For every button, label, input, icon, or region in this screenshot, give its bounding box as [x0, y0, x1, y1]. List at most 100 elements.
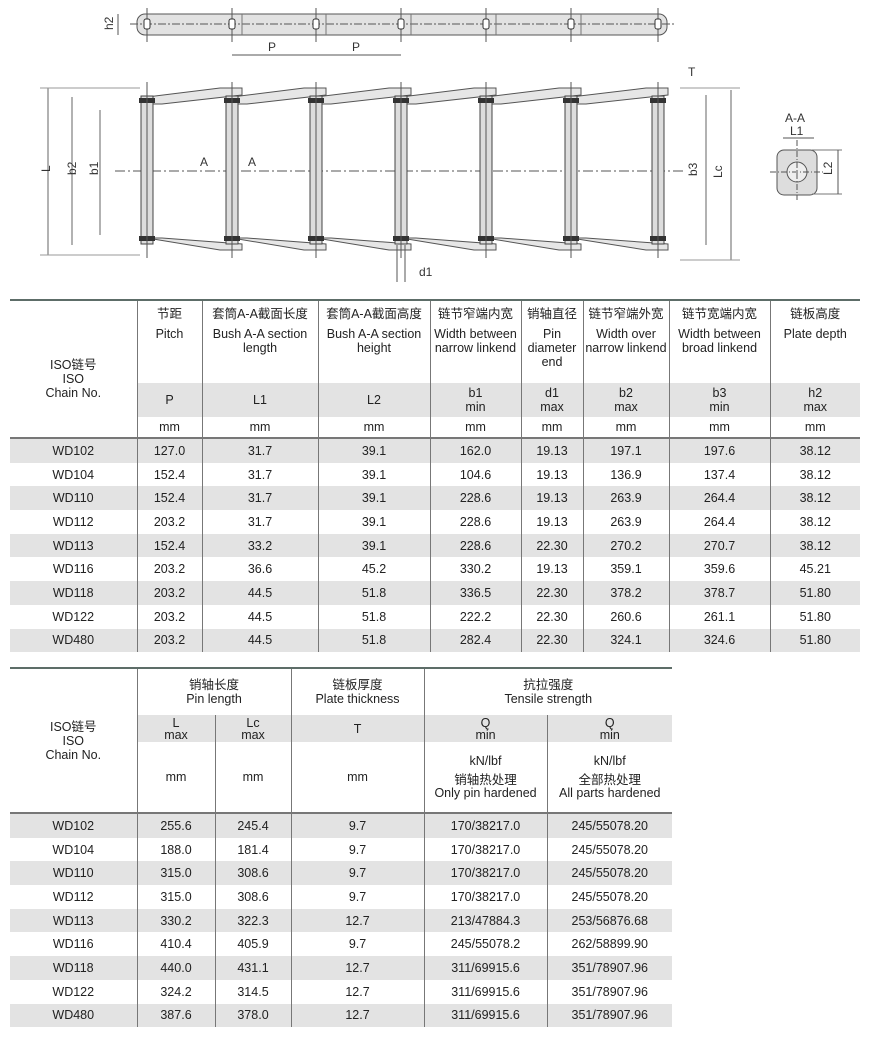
table-cell: 387.6	[136, 1003, 215, 1028]
symbol: Q	[604, 715, 615, 730]
column-en: Width between broad linkend	[678, 327, 761, 355]
unit: mm	[615, 420, 637, 434]
cell-value: 197.6	[703, 443, 736, 458]
table-cell: 253/56876.68	[546, 908, 673, 933]
cell-value: 197.1	[610, 443, 642, 458]
table-cell: 351/78907.96	[546, 979, 673, 1004]
cell-value: 51.8	[361, 609, 387, 624]
table-cell: 431.1	[214, 956, 292, 980]
cell-value: 152.4	[153, 467, 186, 482]
table-cell: 170/38217.0	[423, 837, 548, 862]
table-cell: 19.13	[520, 486, 583, 511]
table-row: WD110 315.0 308.6 9.7 170/38217.0 245/55078.2…	[10, 861, 673, 886]
table-cell: 213/47884.3	[423, 908, 548, 933]
table-cell: 45.21	[769, 557, 860, 582]
cell-value: 9.7	[348, 889, 367, 904]
symbol: Lc	[246, 715, 260, 730]
symbol: L2	[367, 393, 381, 407]
table-cell: 228.6	[429, 510, 521, 534]
cell-value: 315.0	[160, 866, 192, 881]
table-row: WD104 188.0 181.4 9.7 170/38217.0 245/55078.2…	[10, 837, 673, 862]
column-unit: mm	[520, 417, 583, 439]
column-unit: mm	[317, 417, 430, 439]
cell-value: 245/55078.20	[571, 842, 648, 857]
limit: min	[599, 727, 620, 742]
table-row: WD113 330.2 322.3 12.7 213/47884.3 253/56876.…	[10, 908, 673, 933]
table-cell: 324.1	[582, 628, 669, 653]
cell-value: 152.4	[153, 491, 186, 506]
column-unit: mm	[429, 417, 521, 439]
symbol: Q	[480, 715, 491, 730]
table-cell: 359.1	[582, 557, 669, 582]
chain-plan-view	[40, 82, 740, 282]
cell-value: 311/69915.6	[451, 960, 520, 975]
table-cell: 51.80	[769, 628, 860, 653]
cell-value: 33.2	[247, 538, 273, 553]
table-cell: 22.30	[520, 533, 583, 558]
cell-value: 127.0	[153, 443, 186, 458]
column-symbol: b2 max	[582, 383, 669, 417]
cell-value: 270.7	[703, 538, 736, 553]
pin-hole	[654, 18, 662, 30]
cell-value: 39.1	[361, 538, 387, 553]
cell-value: 45.2	[361, 562, 387, 577]
group-en: Plate thickness	[315, 692, 400, 706]
table-cell: 336.5	[429, 581, 521, 605]
group-en: Pin length	[186, 692, 242, 706]
cell-value: 45.21	[799, 562, 831, 577]
symbol: b1	[468, 386, 483, 400]
table-cell: 311/69915.6	[423, 1003, 548, 1028]
group-en: Tensile strength	[504, 692, 593, 706]
table-cell: 351/78907.96	[546, 956, 673, 980]
bush-section-view: A-A L1 L2	[770, 111, 842, 200]
cell-value: 203.2	[153, 562, 186, 577]
table-cell: 22.30	[520, 581, 583, 605]
cell-value: 31.7	[247, 467, 273, 482]
chain-header-cn: ISO链号	[49, 719, 97, 734]
chain-header-iso: ISO	[62, 372, 85, 386]
hardening-cn: 销轴热处理	[454, 772, 517, 787]
table-cell: 324.6	[668, 628, 770, 653]
chain-no: WD118	[52, 960, 94, 975]
table-cell: 330.2	[136, 908, 215, 933]
cell-value: 203.2	[153, 609, 186, 624]
column-header: 销轴直径 Pin diameter end	[520, 300, 583, 383]
cell-value: 203.2	[153, 585, 186, 600]
cell-value: 308.6	[237, 866, 269, 881]
cell-value: 170/38217.0	[450, 818, 521, 833]
table-cell: 51.80	[769, 581, 860, 605]
cell-value: 39.1	[361, 514, 387, 529]
column-en: Bush A-A section height	[326, 327, 422, 355]
pin-hole	[567, 18, 575, 30]
pin-hole	[143, 18, 151, 30]
column-symbol: b3 min	[668, 383, 770, 417]
table-cell: 22.30	[520, 628, 583, 653]
table-cell: 39.1	[317, 462, 430, 487]
cell-value: 431.1	[237, 960, 269, 975]
chain-no: WD113	[52, 913, 94, 928]
cell-value: 264.4	[703, 491, 736, 506]
cell-value: 9.7	[348, 818, 367, 833]
table-cell: 31.7	[201, 462, 318, 487]
table-row: WD122 324.2 314.5 12.7 311/69915.6 351/78907.…	[10, 979, 673, 1004]
chain-no: WD110	[52, 491, 94, 506]
column-header: 链节窄端内宽 Width between narrow linkend	[429, 300, 521, 383]
chain-header-iso: ISO	[62, 733, 85, 748]
table-cell: 36.6	[201, 557, 318, 582]
column-symbol: d1 max	[520, 383, 583, 417]
column-unit: kN/lbf 全部热处理 All parts hardened	[546, 742, 673, 814]
column-header: 链节宽端内宽 Width between broad linkend	[668, 300, 770, 383]
column-unit: mm	[582, 417, 669, 439]
table-cell: 197.1	[582, 438, 669, 463]
column-cn: 销轴直径	[526, 307, 577, 321]
cell-value: 22.30	[536, 609, 568, 624]
cell-value: 38.12	[799, 467, 831, 482]
cell-value: 228.6	[459, 514, 492, 529]
cell-value: 378.7	[703, 585, 736, 600]
table-row: WD102 127.0 31.7 39.1 162.0 19.13 197.1 197.6 38…	[10, 438, 860, 463]
cell-value: 203.2	[153, 514, 186, 529]
cell-value: 181.4	[237, 842, 269, 857]
pin-hole	[482, 18, 490, 30]
